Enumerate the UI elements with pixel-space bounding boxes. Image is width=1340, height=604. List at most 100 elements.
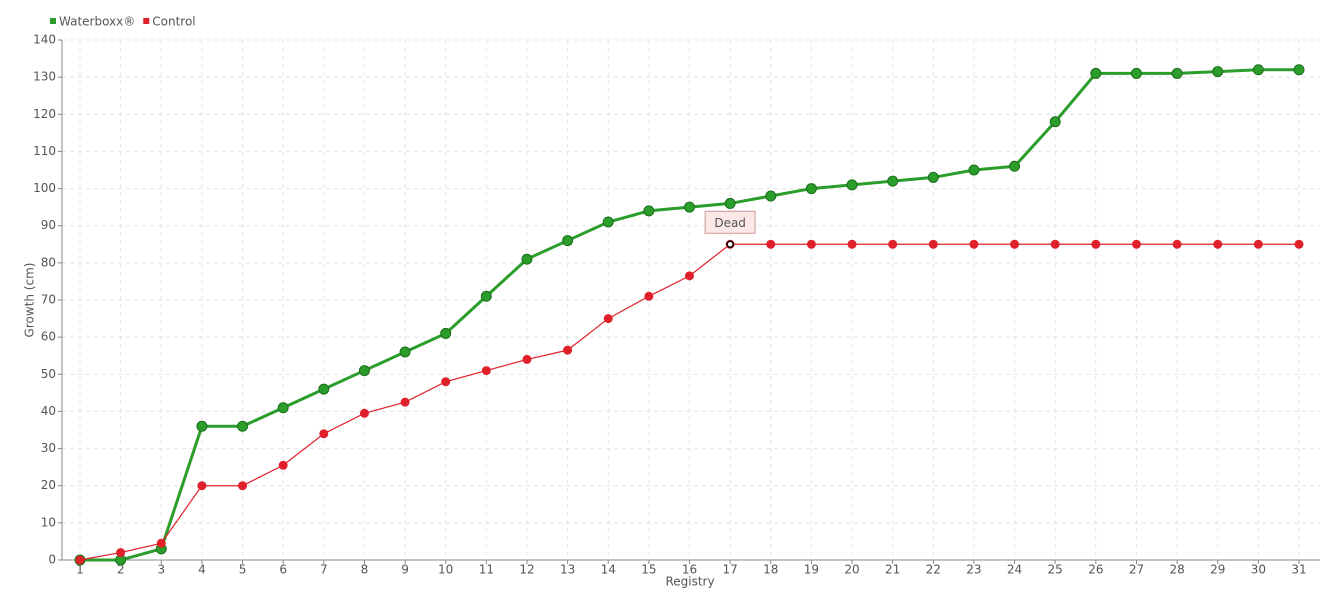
- point: [522, 354, 532, 364]
- point: [1253, 239, 1263, 249]
- point: [1091, 239, 1101, 249]
- point: [1252, 64, 1264, 76]
- point: [1213, 239, 1223, 249]
- point: [237, 420, 249, 432]
- x-tick-label: 2: [117, 563, 125, 577]
- x-tick-label: 15: [641, 563, 656, 577]
- legend-label: Waterboxx®: [59, 15, 135, 29]
- point: [927, 171, 939, 183]
- point: [319, 429, 329, 439]
- point: [399, 346, 411, 358]
- point: [1049, 116, 1061, 128]
- y-tick-label: 70: [41, 293, 56, 307]
- point: [440, 327, 452, 339]
- y-tick-label: 130: [33, 70, 56, 84]
- y-tick-label: 100: [33, 181, 56, 195]
- point: [521, 253, 533, 265]
- point: [724, 197, 736, 209]
- point: [1171, 67, 1183, 79]
- point: [1212, 66, 1224, 78]
- x-tick-label: 25: [1048, 563, 1063, 577]
- point: [1009, 160, 1021, 172]
- point: [643, 205, 655, 217]
- y-tick-label: 0: [48, 553, 56, 567]
- x-tick-label: 8: [361, 563, 369, 577]
- annotation-marker: [726, 240, 734, 249]
- x-tick-label: 30: [1251, 563, 1266, 577]
- x-tick-label: 6: [279, 563, 287, 577]
- point: [1090, 67, 1102, 79]
- point: [197, 481, 207, 491]
- x-tick-label: 3: [157, 563, 165, 577]
- point: [969, 239, 979, 249]
- x-tick-label: 21: [885, 563, 900, 577]
- x-tick-label: 31: [1291, 563, 1306, 577]
- point: [684, 201, 695, 213]
- x-tick-label: 19: [804, 563, 819, 577]
- x-tick-label: 1: [76, 563, 84, 577]
- point: [1172, 239, 1182, 249]
- y-tick-label: 50: [41, 367, 56, 381]
- x-tick-label: 9: [401, 563, 409, 577]
- point: [75, 555, 85, 565]
- point: [196, 420, 208, 432]
- point: [1010, 239, 1020, 249]
- x-tick-label: 20: [844, 563, 859, 577]
- legend-swatch: [143, 18, 150, 24]
- y-tick-label: 10: [41, 515, 56, 529]
- point: [847, 239, 857, 249]
- point: [116, 548, 126, 558]
- point: [359, 408, 369, 418]
- x-tick-label: 5: [239, 563, 247, 577]
- x-tick-label: 10: [438, 563, 453, 577]
- point: [481, 366, 491, 376]
- x-tick-label: 23: [966, 563, 981, 577]
- point: [1294, 239, 1304, 249]
- point: [1130, 67, 1142, 79]
- y-tick-label: 110: [33, 144, 56, 158]
- y-tick-label: 60: [41, 330, 56, 344]
- x-tick-label: 12: [519, 563, 534, 577]
- x-tick-label: 4: [198, 563, 206, 577]
- point: [968, 164, 980, 176]
- y-tick-label: 120: [33, 107, 56, 121]
- point: [400, 397, 410, 407]
- x-tick-label: 14: [601, 563, 616, 577]
- point: [480, 290, 492, 302]
- point: [1050, 239, 1060, 249]
- x-tick-label: 27: [1129, 563, 1144, 577]
- y-tick-label: 80: [41, 255, 56, 269]
- x-tick-label: 26: [1088, 563, 1103, 577]
- y-axis-label: Growth (cm): [23, 263, 37, 338]
- point: [1293, 64, 1305, 76]
- point: [888, 239, 898, 249]
- point: [765, 190, 777, 202]
- x-tick-label: 22: [926, 563, 941, 577]
- point: [563, 345, 573, 355]
- y-tick-label: 140: [33, 33, 56, 47]
- x-tick-label: 13: [560, 563, 575, 577]
- x-tick-label: 18: [763, 563, 778, 577]
- y-tick-label: 90: [41, 218, 56, 232]
- legend-label: Control: [152, 15, 195, 29]
- x-tick-label: 7: [320, 563, 328, 577]
- point: [685, 271, 694, 281]
- point: [644, 291, 654, 301]
- point: [277, 402, 289, 414]
- point: [441, 377, 451, 387]
- x-tick-label: 17: [722, 563, 737, 577]
- point: [805, 183, 817, 195]
- y-tick-label: 30: [41, 441, 56, 455]
- x-tick-label: 16: [682, 563, 697, 577]
- point: [887, 175, 899, 187]
- annotation-box: [704, 210, 756, 234]
- y-tick-label: 40: [41, 404, 56, 418]
- point: [1131, 239, 1141, 249]
- annotation-text: Dead: [714, 216, 746, 230]
- legend-swatch: [50, 18, 56, 24]
- x-tick-label: 24: [1007, 563, 1022, 577]
- point: [562, 235, 574, 247]
- x-tick-label: 11: [479, 563, 494, 577]
